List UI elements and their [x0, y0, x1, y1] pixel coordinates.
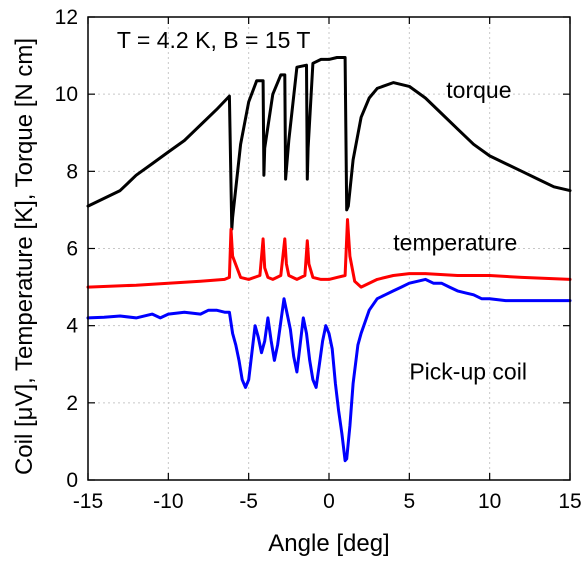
- series-torque-line: [86, 56, 572, 231]
- annotations: T = 4.2 K, B = 15 T torque temperature Pick…: [117, 27, 527, 385]
- annotation-1: torque: [446, 77, 511, 103]
- series-temperature-line: [86, 218, 572, 289]
- ticks: [87, 16, 571, 481]
- y-tick-label: 2: [66, 392, 78, 415]
- y-axis-title: Coil [μV], Temperature [K], Torque [N cm…: [11, 38, 38, 475]
- annotation-0: T = 4.2 K, B = 15 T: [117, 27, 310, 53]
- x-tick-label: -5: [239, 490, 258, 513]
- x-tick-label: 0: [323, 490, 335, 513]
- y-tick-label: 12: [55, 6, 78, 29]
- y-tick-label: 8: [66, 160, 78, 183]
- x-tick-label: 15: [558, 490, 581, 513]
- annotation-2: temperature: [393, 229, 517, 255]
- tick-labels: -15 -10 -5 0 5 10 15 0 2 4 6 8 10 12: [55, 6, 582, 513]
- y-tick-label: 6: [66, 238, 78, 261]
- x-tick-label: 5: [403, 490, 415, 513]
- grid: [88, 17, 570, 480]
- x-tick-label: 10: [478, 490, 501, 513]
- y-tick-label: 10: [55, 83, 78, 106]
- y-tick-label: 4: [66, 315, 78, 338]
- x-axis-title: Angle [deg]: [268, 530, 389, 557]
- x-tick-label: -10: [153, 490, 183, 513]
- y-tick-label: 0: [66, 469, 78, 492]
- series-pick-up-coil-line: [86, 277, 572, 463]
- x-tick-label: -15: [73, 490, 103, 513]
- series-layer: [86, 56, 572, 463]
- annotation-3: Pick-up coil: [409, 359, 527, 385]
